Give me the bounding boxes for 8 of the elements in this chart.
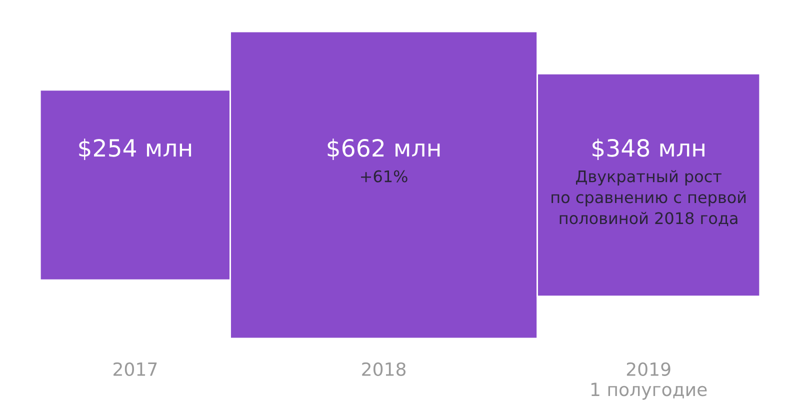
category-label: 2017 <box>114 362 157 376</box>
text: +61% <box>361 170 408 182</box>
category-label: 2018 <box>362 362 406 376</box>
data-label: $254 млн <box>79 138 192 160</box>
data-label: $348 млн <box>592 138 704 160</box>
category-label: 2019 1 полугодие <box>591 362 707 400</box>
text: Двукратный рост по сравнению с первой половиной 2018 года <box>552 170 746 226</box>
data-label: $662 млн <box>328 138 440 160</box>
